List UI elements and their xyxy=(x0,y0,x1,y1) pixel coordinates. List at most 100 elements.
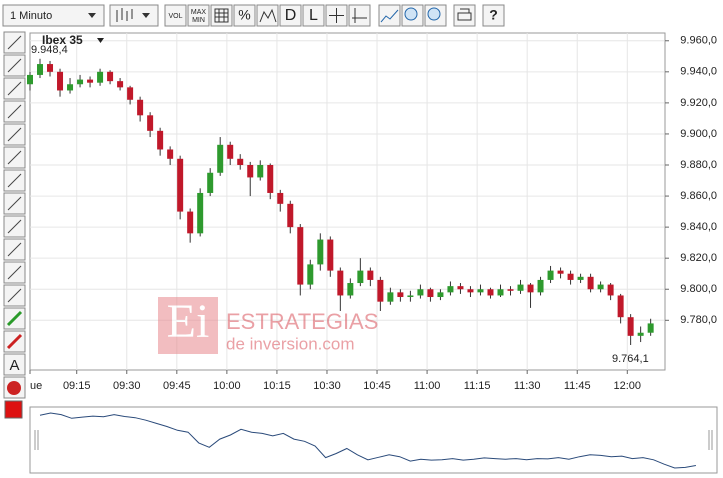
d-label: D xyxy=(285,7,297,24)
max-label: MAX xyxy=(191,9,207,16)
candle-body xyxy=(607,284,614,296)
candle-body xyxy=(587,276,594,290)
candle-body xyxy=(517,284,524,291)
candle-body xyxy=(337,270,344,296)
line-icon xyxy=(380,9,399,23)
candle-body xyxy=(577,276,584,280)
title-arrow[interactable] xyxy=(97,38,104,43)
navigator[interactable] xyxy=(29,406,718,474)
tool-icon xyxy=(7,196,22,211)
percent-label: % xyxy=(238,7,250,23)
dropdown-arrow xyxy=(88,13,96,18)
candle-body xyxy=(327,239,334,271)
d-button[interactable] xyxy=(279,4,302,27)
watermark-logo-box xyxy=(158,297,218,354)
x-tick-label: 09:15 xyxy=(63,380,91,392)
x-tick-label: 10:30 xyxy=(313,380,341,392)
candle-body xyxy=(237,158,244,166)
candle-body xyxy=(147,115,154,131)
cursor-button[interactable] xyxy=(348,4,371,27)
y-tick-label: 9.860,0 xyxy=(680,190,717,202)
compare-button[interactable] xyxy=(256,4,279,27)
candle-body xyxy=(377,279,384,302)
x-tick-label: 09:30 xyxy=(113,380,141,392)
candle-body xyxy=(297,227,304,285)
tool-button[interactable] xyxy=(3,353,26,376)
min-annotation: 9.764,1 xyxy=(612,353,649,365)
y-tick-label: 9.920,0 xyxy=(680,97,717,109)
candle-body xyxy=(67,84,74,91)
candle-body xyxy=(597,284,604,290)
y-tick-label: 9.820,0 xyxy=(680,252,717,264)
candle-body xyxy=(347,283,354,296)
candle-body xyxy=(507,289,514,291)
compare-icon xyxy=(259,8,277,23)
candle-body xyxy=(257,165,264,178)
x-tick-label: 11:15 xyxy=(464,380,491,392)
min-label: MIN xyxy=(192,17,205,24)
drawing-tools xyxy=(3,31,26,419)
candle-body xyxy=(397,292,404,298)
candle-body xyxy=(57,71,64,91)
candle-body xyxy=(227,144,234,159)
candle-body xyxy=(27,74,33,85)
interval-label: 1 Minuto xyxy=(10,10,52,22)
tool-icon xyxy=(6,310,23,327)
y-tick-label: 9.960,0 xyxy=(680,35,717,47)
plot-area xyxy=(29,32,666,371)
candle-icon xyxy=(116,8,133,22)
y-tick-label: 9.840,0 xyxy=(680,221,717,233)
watermark-line1: ESTRATEGIAS xyxy=(226,309,378,334)
tool-icon xyxy=(7,265,22,280)
candle-body xyxy=(427,289,434,298)
line-button[interactable] xyxy=(378,4,401,27)
candle-body xyxy=(547,270,554,280)
tool-icon xyxy=(7,81,22,96)
candle-body xyxy=(177,158,184,212)
candle-body xyxy=(537,279,544,293)
candle-body xyxy=(357,270,364,284)
print-icon xyxy=(457,8,472,21)
maxmin-button[interactable] xyxy=(187,4,210,27)
max-annotation: 9.948,4 xyxy=(31,44,68,56)
candle-body xyxy=(97,71,104,83)
navigator-handles[interactable] xyxy=(34,430,713,450)
candle-body xyxy=(567,273,574,280)
interval-dropdown[interactable] xyxy=(2,4,105,27)
text-tool-label: A xyxy=(9,357,19,374)
candle-body xyxy=(217,144,224,173)
x-tick-label: 11:00 xyxy=(414,380,441,392)
candle-body xyxy=(117,81,124,88)
help-button[interactable] xyxy=(482,4,505,27)
grid-button[interactable] xyxy=(210,4,233,27)
candle-body xyxy=(247,165,254,178)
x-tick-label: ue xyxy=(30,380,42,392)
vol-label: VOL xyxy=(168,13,182,20)
print-button[interactable] xyxy=(453,4,476,27)
tool-icon xyxy=(7,242,22,257)
x-tick-label: 09:45 xyxy=(163,380,191,392)
x-tick-label: 11:45 xyxy=(564,380,591,392)
vol-button[interactable] xyxy=(164,4,187,27)
candle-body xyxy=(447,286,454,293)
candle-body xyxy=(187,211,194,234)
candle-body xyxy=(387,292,394,302)
l-label: L xyxy=(309,7,318,24)
crosshair-icon xyxy=(329,8,344,23)
l-button[interactable] xyxy=(302,4,325,27)
candle-body xyxy=(467,289,474,293)
percent-button[interactable] xyxy=(233,4,256,27)
candle-body xyxy=(137,99,144,116)
tool-icon xyxy=(7,219,22,234)
candle-body xyxy=(497,289,504,296)
chart-title[interactable]: Ibex 35 xyxy=(42,33,83,47)
candle-body xyxy=(87,79,94,83)
candle-body xyxy=(557,270,564,274)
tool-icon xyxy=(7,104,22,119)
candle-body xyxy=(317,239,324,265)
watermark-logo: Ei xyxy=(167,295,210,348)
candle-body xyxy=(127,87,134,100)
candle-body xyxy=(157,130,164,150)
tool-icon xyxy=(7,35,22,50)
x-tick-label: 10:15 xyxy=(263,380,291,392)
